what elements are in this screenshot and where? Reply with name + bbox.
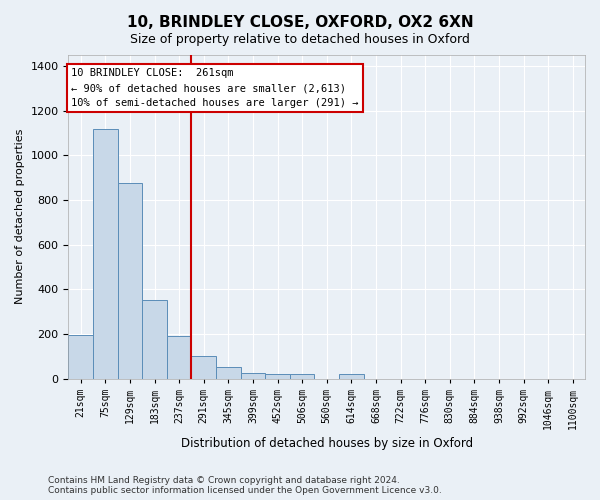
- Bar: [118, 184, 142, 378]
- Bar: [216, 368, 241, 378]
- Y-axis label: Number of detached properties: Number of detached properties: [15, 129, 25, 304]
- Bar: [93, 128, 118, 378]
- Bar: [265, 374, 290, 378]
- Bar: [191, 356, 216, 378]
- Bar: [290, 374, 314, 378]
- Text: 10, BRINDLEY CLOSE, OXFORD, OX2 6XN: 10, BRINDLEY CLOSE, OXFORD, OX2 6XN: [127, 15, 473, 30]
- Bar: [167, 336, 191, 378]
- Bar: [142, 300, 167, 378]
- Text: 10 BRINDLEY CLOSE:  261sqm
← 90% of detached houses are smaller (2,613)
10% of s: 10 BRINDLEY CLOSE: 261sqm ← 90% of detac…: [71, 68, 358, 108]
- Text: Contains HM Land Registry data © Crown copyright and database right 2024.
Contai: Contains HM Land Registry data © Crown c…: [48, 476, 442, 495]
- Bar: [68, 335, 93, 378]
- Bar: [241, 373, 265, 378]
- X-axis label: Distribution of detached houses by size in Oxford: Distribution of detached houses by size …: [181, 437, 473, 450]
- Bar: [339, 374, 364, 378]
- Text: Size of property relative to detached houses in Oxford: Size of property relative to detached ho…: [130, 32, 470, 46]
